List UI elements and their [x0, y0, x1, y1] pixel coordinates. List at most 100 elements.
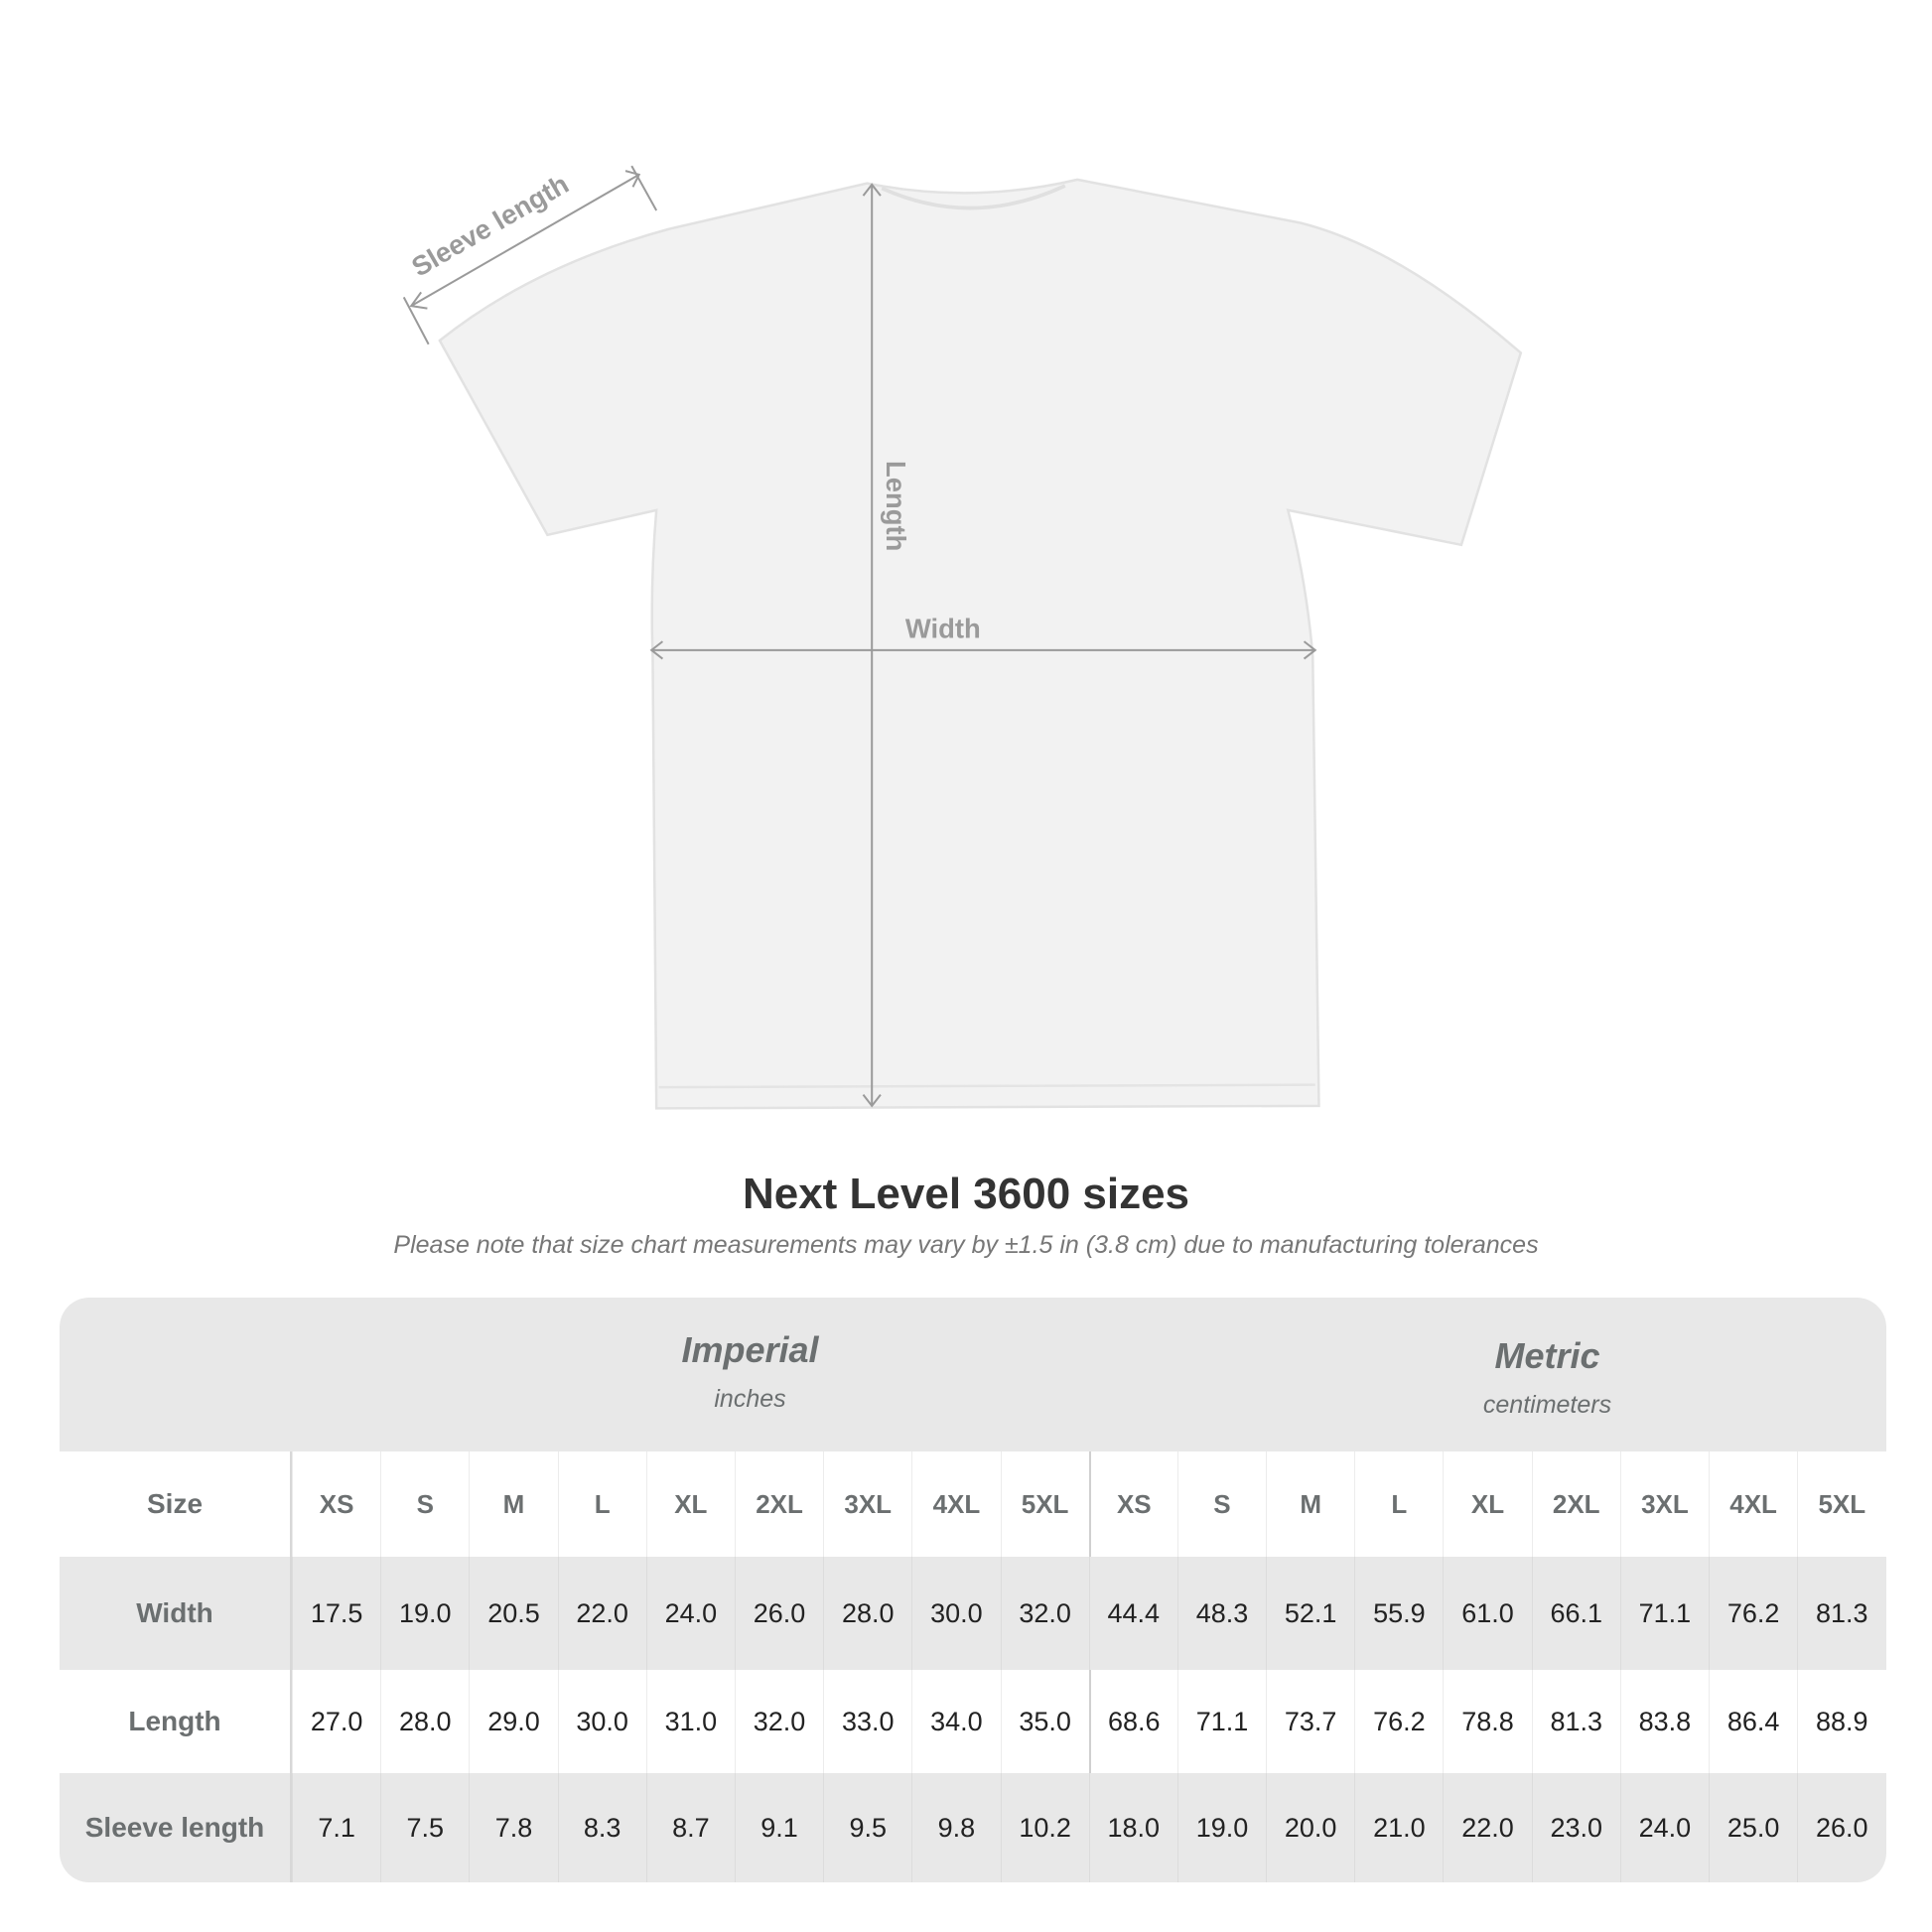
size-header-cell: M: [469, 1451, 557, 1557]
size-header-cell: S: [1176, 1451, 1266, 1557]
tshirt-collar: [881, 184, 1066, 210]
row-label: Length: [60, 1670, 292, 1773]
table-cell: 25.0: [1709, 1773, 1797, 1882]
table-cell: 22.0: [1443, 1773, 1531, 1882]
size-header-cell: 5XL: [1797, 1451, 1885, 1557]
sleeve-length-label: Sleeve length: [406, 168, 574, 282]
table-row: Sleeve length 7.1 7.5 7.8 8.3 8.7 9.1 9.5 9.8 10.…: [60, 1773, 1886, 1882]
size-header-cell: L: [557, 1451, 646, 1557]
table-cell: 9.5: [823, 1773, 911, 1882]
table-cell: 9.1: [734, 1773, 823, 1882]
table-cell: 17.5: [292, 1557, 380, 1670]
imperial-unit: inches: [714, 1385, 786, 1413]
size-header-cell: L: [1354, 1451, 1443, 1557]
table-cell: 71.1: [1176, 1670, 1266, 1773]
metric-group: Metric centimeters: [1149, 1335, 1886, 1420]
size-table: Imperial inches Metric centimeters Size X…: [60, 1298, 1886, 1882]
table-cell: 26.0: [1797, 1773, 1885, 1882]
size-header-cell: 5XL: [1000, 1451, 1089, 1557]
table-row: Width 17.5 19.0 20.5 22.0 24.0 26.0 28.0 30.0 32.…: [60, 1557, 1886, 1670]
table-cell: 7.8: [469, 1773, 557, 1882]
unit-header: [60, 1298, 1886, 1451]
table-cell: 8.7: [645, 1773, 735, 1882]
table-cell: 21.0: [1354, 1773, 1443, 1882]
table-cell: 29.0: [469, 1670, 557, 1773]
table-cell: 73.7: [1266, 1670, 1354, 1773]
size-header-cell: 4XL: [911, 1451, 1000, 1557]
size-header-cell: XS: [1088, 1451, 1177, 1557]
table-cell: 19.0: [1176, 1773, 1266, 1882]
table-cell: 83.8: [1619, 1670, 1709, 1773]
size-header-cell: XL: [1443, 1451, 1531, 1557]
table-cell: 26.0: [734, 1557, 823, 1670]
metric-title: Metric: [1494, 1335, 1600, 1376]
table-cell: 76.2: [1709, 1557, 1797, 1670]
size-header-cell: M: [1266, 1451, 1354, 1557]
table-cell: 52.1: [1266, 1557, 1354, 1670]
tshirt-diagram: Sleeve length Length Width: [402, 165, 1523, 1110]
table-cell: 30.0: [557, 1670, 646, 1773]
size-header-cell: 2XL: [1531, 1451, 1620, 1557]
size-header-cell: 3XL: [1619, 1451, 1709, 1557]
table-cell: 68.6: [1088, 1670, 1177, 1773]
size-header-cell: S: [380, 1451, 469, 1557]
size-header-row: Size XS S M L XL 2XL 3XL 4XL 5XL XS S M L XL 2XL 3XL 4XL 5…: [60, 1451, 1886, 1557]
table-cell: 33.0: [823, 1670, 911, 1773]
table-cell: 32.0: [734, 1670, 823, 1773]
table-cell: 22.0: [557, 1557, 646, 1670]
table-cell: 71.1: [1619, 1557, 1709, 1670]
size-header-cell: XS: [292, 1451, 380, 1557]
table-cell: 7.1: [292, 1773, 380, 1882]
table-cell: 10.2: [1000, 1773, 1089, 1882]
tshirt-hem: [658, 1083, 1315, 1089]
row-label: Size: [60, 1451, 292, 1557]
sleeve-length-arrow: [402, 165, 658, 345]
chart-title: Next Level 3600 sizes: [742, 1170, 1190, 1218]
width-arrow: [649, 640, 1317, 660]
width-label: Width: [905, 613, 981, 643]
table-cell: 66.1: [1531, 1557, 1620, 1670]
table-cell: 30.0: [911, 1557, 1000, 1670]
table-cell: 34.0: [911, 1670, 1000, 1773]
table-cell: 20.5: [469, 1557, 557, 1670]
table-cell: 86.4: [1709, 1670, 1797, 1773]
row-label: Sleeve length: [60, 1773, 292, 1882]
length-arrow: [862, 183, 882, 1108]
table-cell: 76.2: [1354, 1670, 1443, 1773]
row-label: Width: [60, 1557, 292, 1670]
table-cell: 35.0: [1000, 1670, 1089, 1773]
size-header-cell: 4XL: [1709, 1451, 1797, 1557]
table-cell: 81.3: [1531, 1670, 1620, 1773]
table-cell: 48.3: [1176, 1557, 1266, 1670]
table-cell: 32.0: [1000, 1557, 1089, 1670]
table-cell: 88.9: [1797, 1670, 1885, 1773]
table-cell: 31.0: [645, 1670, 735, 1773]
table-cell: 23.0: [1531, 1773, 1620, 1882]
table-cell: 24.0: [645, 1557, 735, 1670]
table-cell: 81.3: [1797, 1557, 1885, 1670]
table-cell: 19.0: [380, 1557, 469, 1670]
table-cell: 27.0: [292, 1670, 380, 1773]
imperial-title: Imperial: [681, 1329, 819, 1370]
table-cell: 8.3: [557, 1773, 646, 1882]
table-cell: 24.0: [1619, 1773, 1709, 1882]
table-cell: 28.0: [380, 1670, 469, 1773]
length-label: Length: [881, 461, 911, 551]
table-cell: 61.0: [1443, 1557, 1531, 1670]
table-cell: 9.8: [911, 1773, 1000, 1882]
tshirt-shape: [438, 178, 1523, 1110]
table-cell: 78.8: [1443, 1670, 1531, 1773]
tolerance-note: Please note that size chart measurements…: [393, 1231, 1539, 1259]
table-cell: 20.0: [1266, 1773, 1354, 1882]
size-header-cell: 2XL: [734, 1451, 823, 1557]
size-header-cell: XL: [645, 1451, 735, 1557]
table-cell: 55.9: [1354, 1557, 1443, 1670]
size-header-cell: 3XL: [823, 1451, 911, 1557]
table-cell: 28.0: [823, 1557, 911, 1670]
table-cell: 44.4: [1088, 1557, 1177, 1670]
table-cell: 18.0: [1088, 1773, 1177, 1882]
metric-unit: centimeters: [1482, 1391, 1612, 1419]
imperial-group: Imperial inches: [351, 1329, 1149, 1414]
table-cell: 7.5: [380, 1773, 469, 1882]
table-row: Length 27.0 28.0 29.0 30.0 31.0 32.0 33.0 34.0 35…: [60, 1670, 1886, 1773]
